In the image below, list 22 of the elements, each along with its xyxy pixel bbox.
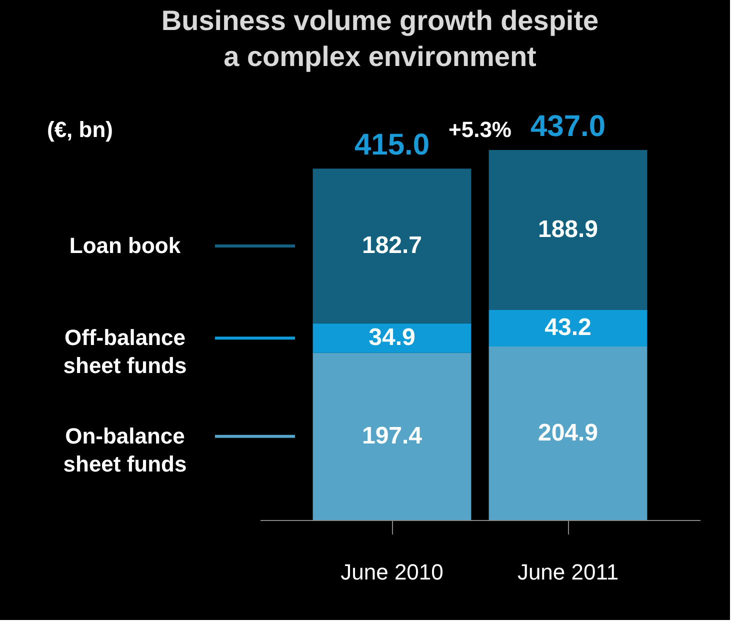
data-label: 34.9 [368,324,416,352]
x-tick-label: June 2011 [517,560,619,584]
bar [488,310,648,347]
bar [312,168,472,324]
total-label: 437.0 [530,110,606,143]
data-label: 43.2 [544,314,592,342]
bar [312,352,472,520]
bar [488,150,648,310]
legend-label: Off-balance sheet funds [63,325,187,378]
total-label: 415.0 [354,128,430,162]
legend-label: On-balance sheet funds [63,423,187,476]
text: (€, bn) [47,117,113,142]
text: +5.3% [448,117,512,142]
chart-title: Business volume growth despite a complex environment [161,5,599,72]
legend-label: Loan book [69,232,182,258]
data-label: 197.4 [362,422,423,450]
data-label: 188.9 [538,216,598,243]
data-label: 182.7 [362,232,422,259]
bar [312,323,472,353]
x-tick-label: June 2010 [340,560,444,584]
data-label: 204.9 [538,419,598,446]
bar [488,346,648,520]
